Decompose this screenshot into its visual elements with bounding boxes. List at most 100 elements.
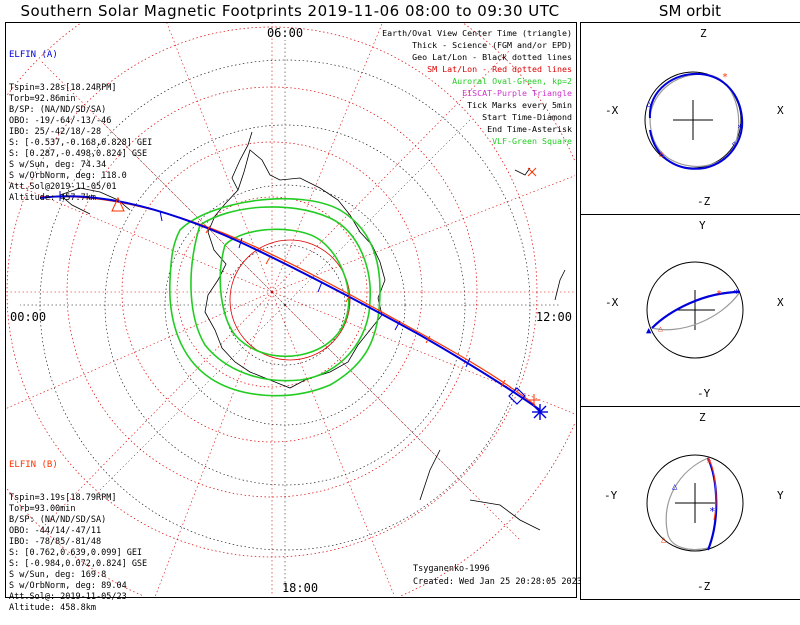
australia-coastline (469, 269, 566, 531)
end-time-asterisk (532, 404, 548, 420)
legend-entry: Geo Lat/Lon - Black dotted lines (412, 52, 572, 62)
legend-entry: SM Lat/Lon - Red dotted lines (427, 64, 572, 74)
sm-xz-right: X (777, 104, 784, 117)
sm-xz-bottom: -Z (697, 195, 711, 208)
sm-panel-xy: * * ▲ △ Y -Y -X X (605, 219, 784, 400)
probe-b-info-line: Att.Sol@: 2019-11-05/23 (9, 592, 127, 602)
probe-b-info-line: OBO: -44/14/-47/11 (9, 526, 102, 536)
probe-b-info-line: S: [0.762,0.639,0.099] GEI (9, 548, 143, 558)
sm-orbit-panels: * * △ △ ◇ Z -Z -X X * * ▲ △ Y -Y -X X * … (604, 27, 784, 593)
legend-entry: Earth/Oval View Center Time (triangle) (382, 28, 572, 38)
antarctic-peninsula (231, 131, 253, 191)
sm-yz-bottom: -Z (697, 580, 711, 593)
legend-entry: Auroral Oval-Green, kp=2 (452, 76, 572, 86)
probe-a-name: ELFIN (A) (9, 50, 58, 60)
sm-xy-orbit-b (651, 291, 741, 331)
sm-panel-xy-frame (580, 214, 800, 408)
probe-a-info: ELFIN (A) Tspin=3.28s[18.24RPM] Torb=92.8… (9, 28, 152, 215)
probe-b-name: ELFIN (B) (9, 460, 58, 470)
probe-a-info-line: S w/Sun, deg: 74.34 (9, 160, 107, 170)
sm-yz-right: Y (777, 489, 784, 502)
probe-b-info-line: Altitude: 458.8km (9, 603, 96, 613)
svg-text:*: * (722, 72, 728, 83)
svg-text:△: △ (672, 482, 678, 492)
probe-a-info-line: OBO: -19/-64/-13/-46 (9, 116, 112, 126)
page-title: Southern Solar Magnetic Footprints 2019-… (20, 2, 560, 20)
sm-xy-left: -X (605, 296, 619, 309)
legend-entry: VLF-Green Square (492, 136, 572, 146)
elfin-b-track (39, 195, 536, 406)
sm-xz-left: -X (605, 104, 619, 117)
sm-yz-left: -Y (604, 489, 618, 502)
probe-a-info-line: IBO: 25/-42/18/-28 (9, 127, 102, 137)
island-outline (514, 167, 531, 176)
view-center-triangle (111, 196, 125, 212)
map-label-left: 00:00 (10, 310, 46, 324)
elfin-a-track (39, 195, 541, 411)
map-label-bottom: 18:00 (282, 581, 318, 595)
svg-text:*: * (716, 289, 722, 300)
svg-text:◇: ◇ (732, 139, 737, 148)
probe-a-info-line: B/SP: (NA/ND/SD/SA) (9, 105, 107, 115)
eiscat-marker (527, 167, 537, 177)
sm-xz-orbit-b (649, 73, 740, 167)
map-label-right: 12:00 (536, 310, 572, 324)
svg-text:△: △ (646, 99, 652, 109)
svg-text:▲: ▲ (646, 326, 652, 336)
probe-a-info-line: Att.Sol@2019-11-05/01 (9, 182, 117, 192)
created-timestamp: Created: Wed Jan 25 20:28:05 2023 (413, 577, 582, 587)
probe-a-info-line: Tspin=3.28s[18.24RPM] (9, 83, 117, 93)
sm-xy-orbit-a (651, 290, 741, 329)
sm-yz-top: Z (699, 411, 706, 424)
sm-yz-orbit-a2 (707, 457, 717, 521)
sm-xy-bottom: -Y (697, 387, 711, 400)
probe-b-info-line: B/SP: (NA/ND/SD/SA) (9, 515, 107, 525)
model-credit: Tsyganenko-1996 (413, 564, 490, 574)
probe-b-info-line: Torb=93.00min (9, 504, 76, 514)
end-time-asterisk-b (528, 394, 540, 406)
track-tick-marks-b (205, 225, 506, 388)
sm-panel-yz: * * △ △ Z -Z -Y Y (604, 411, 784, 593)
sm-orbit-title: SM orbit (658, 2, 722, 20)
svg-text:*: * (733, 287, 740, 300)
footprint-map: 06:00 00:00 12:00 18:00 (6, 23, 575, 596)
map-legend: Earth/Oval View Center Time (triangle) Th… (382, 27, 572, 147)
probe-b-info: ELFIN (B) Tspin=3.19s[18.79RPM] Torb=93.0… (9, 438, 147, 625)
sm-xz-orbit-a (648, 72, 744, 170)
map-label-top: 06:00 (267, 26, 303, 40)
legend-entry: Tick Marks every 5min (467, 100, 572, 110)
sm-xz-top: Z (700, 27, 707, 40)
probe-b-info-line: Tspin=3.19s[18.79RPM] (9, 493, 117, 503)
sm-meridians (6, 23, 575, 596)
svg-text:*: * (709, 505, 716, 518)
sm-yz-orbit-b (665, 457, 709, 551)
svg-text:△: △ (659, 149, 665, 159)
sm-xy-right: X (777, 296, 784, 309)
svg-text:*: * (706, 458, 712, 469)
legend-entry: EISCAT-Purple Triangle (462, 88, 572, 98)
sm-yz-orbit-a (706, 457, 718, 551)
south-america-coastline (59, 187, 131, 215)
sm-panel-xz: * * △ △ ◇ Z -Z -X X (605, 27, 784, 208)
probe-a-info-line: S: [-0.537,-0.168,0.828] GEI (9, 138, 153, 148)
svg-text:△: △ (661, 535, 667, 545)
start-time-diamond (508, 387, 526, 405)
probe-a-info-line: Altitude: 457.7km (9, 193, 96, 203)
probe-b-info-line: S w/Sun, deg: 169.8 (9, 570, 107, 580)
legend-entry: Thick - Science (FGM and/or EPD) (412, 40, 572, 50)
sm-panel-xz-frame (580, 22, 800, 216)
sm-xy-top: Y (699, 219, 706, 232)
sm-pole-circle (229, 239, 351, 361)
auroral-oval (169, 197, 381, 397)
probe-b-info-line: S w/OrbNorm, deg: 89.04 (9, 581, 127, 591)
svg-text:*: * (737, 122, 744, 135)
probe-a-info-line: Torb=92.86min (9, 94, 76, 104)
southern-africa-coastline (419, 449, 441, 501)
track-tick-marks (59, 191, 471, 368)
svg-text:△: △ (658, 324, 663, 333)
probe-b-info-line: S: [-0.984,0.072,0.824] GSE (9, 559, 148, 569)
probe-a-info-line: S w/OrbNorm, deg: 118.0 (9, 171, 127, 181)
probe-a-lines: Tspin=3.28s[18.24RPM] Torb=92.86min B/SP: … (9, 83, 152, 204)
probe-b-info-line: IBO: -78/85/-81/48 (9, 537, 102, 547)
legend-entry: Start Time-Diamond (482, 112, 572, 122)
